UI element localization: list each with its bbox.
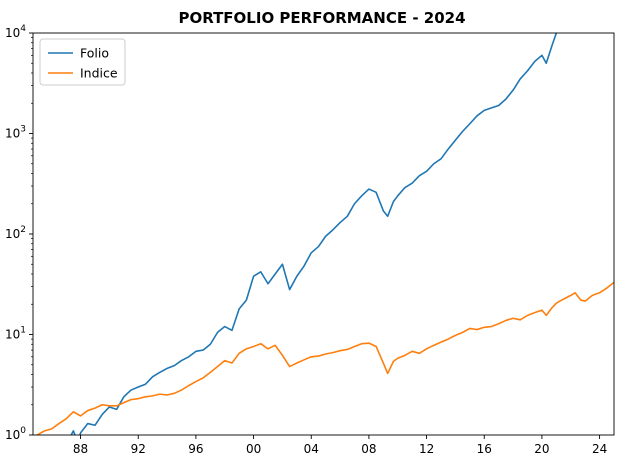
y-tick-label: 103	[5, 125, 26, 141]
plot-frame	[32, 32, 615, 436]
legend-label-indice: Indice	[80, 66, 118, 81]
x-tick-label: 16	[477, 442, 492, 456]
y-tick-label: 102	[5, 225, 26, 241]
chart-title: PORTFOLIO PERFORMANCE - 2024	[178, 9, 465, 27]
legend-label-folio: Folio	[80, 46, 109, 61]
x-tick-label: 08	[361, 442, 376, 456]
legend: Folio Indice	[39, 38, 126, 86]
axes-layer: 88 92 96 00 04 08 12 16 20 24 100 101 102 103 104	[5, 24, 615, 456]
y-tick-label: 101	[5, 326, 26, 342]
x-tick-label: 88	[73, 442, 88, 456]
x-tick-label: 92	[131, 442, 146, 456]
x-tick-label: 00	[246, 442, 261, 456]
y-tick-label: 104	[5, 24, 26, 40]
x-tick-label: 20	[534, 442, 549, 456]
x-tick-label: 96	[188, 442, 203, 456]
x-tick-label: 12	[419, 442, 434, 456]
series-layer	[33, 33, 614, 435]
series-line-folio	[70, 33, 558, 435]
x-tick-label: 04	[304, 442, 319, 456]
x-tick-label: 24	[592, 442, 607, 456]
y-tick-label: 100	[5, 426, 26, 442]
series-line-indice	[33, 281, 614, 435]
